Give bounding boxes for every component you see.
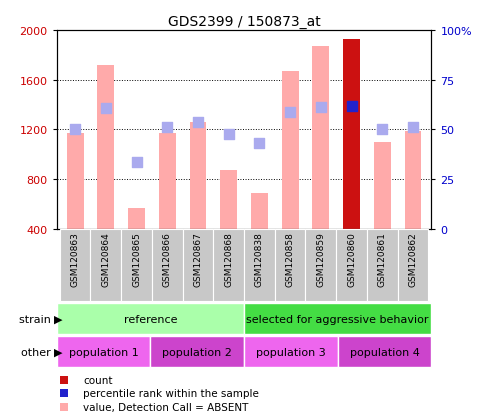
Text: ▶: ▶ (54, 347, 63, 357)
Bar (244, 337, 338, 368)
Bar (244, 229, 275, 301)
Point (378, 127, 386, 133)
Text: reference: reference (124, 314, 177, 324)
Point (255, 140, 263, 147)
Bar (275, 229, 306, 301)
Bar (397, 229, 428, 301)
Title: GDS2399 / 150873_at: GDS2399 / 150873_at (168, 14, 320, 28)
Point (163, 124, 171, 131)
Text: GSM120861: GSM120861 (378, 231, 387, 286)
Text: count: count (83, 375, 112, 385)
Bar (189, 123, 207, 229)
Bar (213, 229, 244, 301)
Bar (336, 229, 367, 301)
Text: population 4: population 4 (350, 347, 420, 357)
Text: GSM120865: GSM120865 (132, 231, 141, 286)
Point (60, 390, 68, 396)
Bar (98, 66, 114, 229)
Text: GSM120858: GSM120858 (285, 231, 295, 286)
Point (60, 377, 68, 383)
Bar (150, 337, 244, 368)
Bar (121, 229, 152, 301)
Bar (67, 134, 84, 229)
Text: GSM120867: GSM120867 (193, 231, 203, 286)
Text: strain: strain (19, 314, 54, 324)
Bar (251, 193, 268, 229)
Text: percentile rank within the sample: percentile rank within the sample (83, 388, 259, 398)
Text: selected for aggressive behavior: selected for aggressive behavior (246, 314, 429, 324)
Bar (57, 337, 150, 368)
Text: GSM120838: GSM120838 (255, 231, 264, 286)
Text: GSM120864: GSM120864 (102, 231, 110, 286)
Bar (152, 229, 182, 301)
Bar (343, 40, 360, 229)
Point (194, 119, 202, 126)
Bar (128, 208, 145, 229)
Bar (57, 304, 244, 335)
Bar (404, 131, 422, 229)
Text: population 1: population 1 (69, 347, 139, 357)
Bar (306, 229, 336, 301)
Bar (338, 337, 431, 368)
Bar (182, 229, 213, 301)
Text: population 2: population 2 (162, 347, 232, 357)
Bar (367, 229, 397, 301)
Point (60, 403, 68, 410)
Bar (60, 229, 91, 301)
Text: GSM120862: GSM120862 (408, 231, 418, 286)
Text: GSM120868: GSM120868 (224, 231, 233, 286)
Bar (244, 304, 431, 335)
Point (225, 132, 233, 138)
Point (348, 103, 355, 110)
Bar (159, 133, 176, 229)
Text: ▶: ▶ (54, 314, 63, 324)
Bar (313, 47, 329, 229)
Text: GSM120859: GSM120859 (317, 231, 325, 286)
Text: GSM120866: GSM120866 (163, 231, 172, 286)
Point (286, 109, 294, 116)
Text: GSM120860: GSM120860 (347, 231, 356, 286)
Text: GSM120863: GSM120863 (70, 231, 80, 286)
Point (133, 159, 141, 166)
Text: other: other (21, 347, 54, 357)
Point (71, 127, 79, 133)
Text: population 3: population 3 (256, 347, 326, 357)
Point (409, 124, 417, 131)
Bar (91, 229, 121, 301)
Bar (220, 171, 237, 229)
Bar (374, 142, 390, 229)
Text: value, Detection Call = ABSENT: value, Detection Call = ABSENT (83, 401, 248, 412)
Point (317, 104, 325, 111)
Point (102, 106, 110, 112)
Bar (282, 72, 299, 229)
